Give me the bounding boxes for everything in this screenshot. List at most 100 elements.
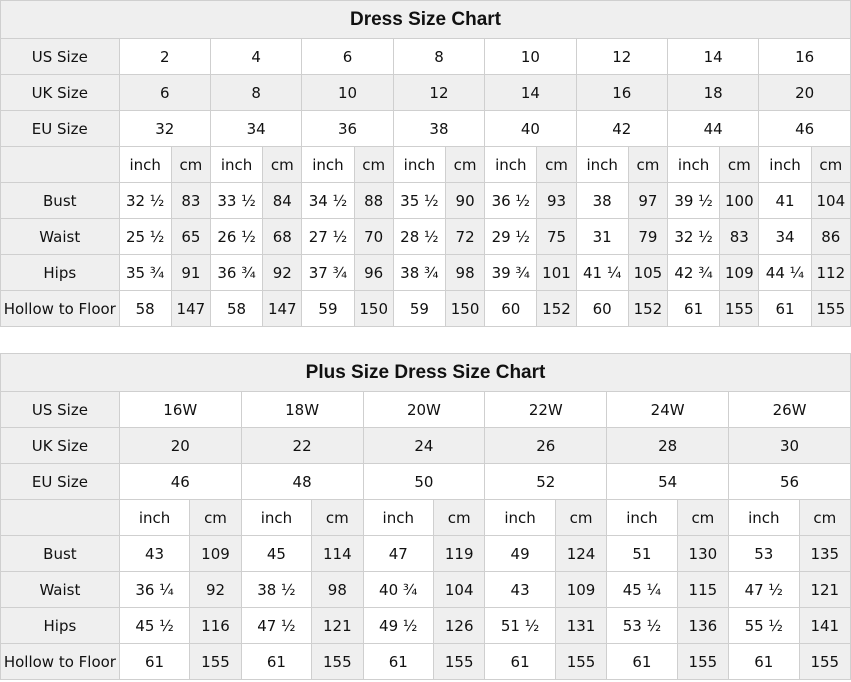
chart-title: Plus Size Dress Size Chart	[0, 353, 851, 392]
inch-value: 34	[758, 218, 812, 255]
inch-value: 25 ½	[118, 218, 172, 255]
us-size-cell: 4	[209, 38, 303, 75]
us-size-cell: 16W	[118, 391, 242, 428]
eu-size-cell: 44	[666, 110, 760, 147]
cm-value: 126	[432, 607, 486, 644]
uk-size-cell: 20	[118, 427, 242, 464]
inch-value: 37 ¾	[301, 254, 355, 291]
inch-value: 39 ¾	[484, 254, 538, 291]
unit-inch-header: inch	[484, 499, 556, 536]
inch-value: 39 ½	[666, 182, 721, 219]
us-size-row: US Size 16W 18W 20W 22W 24W 26W	[0, 391, 851, 428]
inch-value: 34 ½	[301, 182, 355, 219]
row-label: EU Size	[0, 110, 120, 147]
inch-value: 61	[728, 643, 800, 680]
inch-value: 44 ¼	[758, 254, 812, 291]
inch-value: 58	[209, 290, 264, 327]
cm-value: 83	[170, 182, 211, 219]
us-size-cell: 10	[484, 38, 577, 75]
eu-size-cell: 46	[758, 110, 851, 147]
us-size-cell: 24W	[606, 391, 730, 428]
eu-size-row: EU Size 32 34 36 38 40 42 44 46	[0, 110, 851, 147]
row-label: Hollow to Floor	[0, 290, 120, 327]
unit-cm-header: cm	[627, 146, 668, 183]
cm-value: 101	[536, 254, 577, 291]
inch-value: 47 ½	[240, 607, 313, 644]
us-size-cell: 12	[575, 38, 668, 75]
uk-size-row: UK Size 6 8 10 12 14 16 18 20	[0, 74, 851, 111]
cm-value: 97	[627, 182, 668, 219]
cm-value: 130	[676, 535, 730, 572]
cm-value: 115	[676, 571, 730, 608]
inch-value: 49 ½	[362, 607, 435, 644]
eu-size-cell: 54	[606, 463, 730, 500]
cm-value: 112	[810, 254, 851, 291]
unit-cm-header: cm	[444, 146, 486, 183]
cm-value: 92	[189, 571, 242, 608]
inch-value: 27 ½	[301, 218, 355, 255]
inch-value: 38 ¾	[392, 254, 447, 291]
cm-value: 68	[262, 218, 303, 255]
inch-value: 61	[362, 643, 435, 680]
inch-value: 35 ¾	[118, 254, 172, 291]
inch-value: 61	[758, 290, 812, 327]
cm-value: 65	[170, 218, 211, 255]
cm-value: 116	[189, 607, 242, 644]
inch-value: 32 ½	[118, 182, 172, 219]
inch-value: 53	[728, 535, 800, 572]
inch-value: 61	[118, 643, 191, 680]
inch-value: 28 ½	[392, 218, 447, 255]
uk-size-cell: 28	[606, 427, 730, 464]
cm-value: 83	[719, 218, 760, 255]
unit-inch-header: inch	[301, 146, 355, 183]
inch-value: 61	[240, 643, 313, 680]
row-label: Hollow to Floor	[0, 643, 120, 680]
inch-value: 36 ½	[484, 182, 538, 219]
inch-value: 41	[758, 182, 812, 219]
inch-value: 47	[362, 535, 435, 572]
row-label: UK Size	[0, 74, 120, 111]
us-size-cell: 6	[301, 38, 394, 75]
eu-size-cell: 56	[728, 463, 851, 500]
inch-value: 42 ¾	[666, 254, 721, 291]
unit-inch-header: inch	[362, 499, 435, 536]
eu-size-cell: 38	[392, 110, 486, 147]
cm-value: 88	[353, 182, 394, 219]
inch-value: 58	[118, 290, 172, 327]
unit-inch-header: inch	[209, 146, 264, 183]
inch-value: 59	[392, 290, 447, 327]
inch-value: 43	[118, 535, 191, 572]
cm-value: 72	[444, 218, 486, 255]
uk-size-row: UK Size 20 22 24 26 28 30	[0, 427, 851, 464]
unit-inch-header: inch	[758, 146, 812, 183]
cm-value: 121	[798, 571, 851, 608]
cm-value: 155	[719, 290, 760, 327]
cm-value: 155	[676, 643, 730, 680]
cm-value: 155	[798, 643, 851, 680]
uk-size-cell: 16	[575, 74, 668, 111]
unit-inch-header: inch	[392, 146, 447, 183]
cm-value: 114	[311, 535, 364, 572]
cm-value: 136	[676, 607, 730, 644]
inch-value: 32 ½	[666, 218, 721, 255]
cm-value: 104	[810, 182, 851, 219]
us-size-cell: 8	[392, 38, 486, 75]
cm-value: 105	[627, 254, 668, 291]
inch-value: 53 ½	[606, 607, 678, 644]
inch-value: 40 ¾	[362, 571, 435, 608]
inch-value: 38	[575, 182, 629, 219]
inch-value: 29 ½	[484, 218, 538, 255]
cm-value: 100	[719, 182, 760, 219]
cm-value: 147	[262, 290, 303, 327]
unit-inch-header: inch	[484, 146, 538, 183]
unit-inch-header: inch	[240, 499, 313, 536]
uk-size-cell: 18	[666, 74, 760, 111]
measurement-row: Bust 32 ½ 83 33 ½ 84 34 ½ 88 35 ½ 90 36 ½ 93 38 97 39…	[0, 182, 851, 219]
chart-title: Dress Size Chart	[0, 0, 851, 39]
eu-size-cell: 52	[484, 463, 608, 500]
uk-size-cell: 24	[362, 427, 486, 464]
cm-value: 93	[536, 182, 577, 219]
uk-size-cell: 14	[484, 74, 577, 111]
inch-value: 43	[484, 571, 556, 608]
cm-value: 121	[311, 607, 364, 644]
